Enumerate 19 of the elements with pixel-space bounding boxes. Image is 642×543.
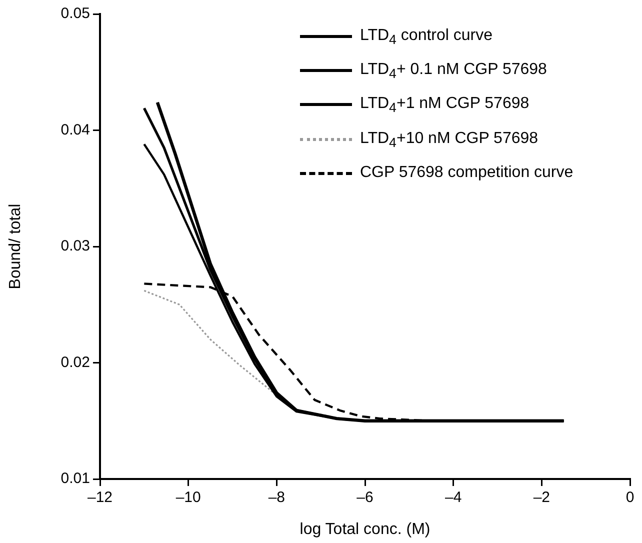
x-tick-label: –6 (356, 489, 374, 506)
x-axis-title: log Total conc. (M) (300, 520, 430, 538)
legend-label: LTD$_{4}$+ 0.1 nM CGP 57698 (360, 60, 548, 84)
x-tick-label: –4 (444, 489, 462, 506)
legend-label: LTD$_{4}$ control curve (360, 26, 494, 50)
legend-label: LTD$_{4}$+1 nM CGP 57698 (360, 94, 530, 118)
x-tick-label: –8 (268, 489, 286, 506)
y-tick-label: 0.02 (60, 354, 90, 371)
x-tick-label: –2 (533, 489, 550, 506)
legend-label: LTD$_{4}$+10 nM CGP 57698 (360, 128, 540, 152)
legend-label: CGP 57698 competition curve (360, 162, 574, 182)
y-axis-title: Bound/ total (7, 204, 24, 290)
y-tick-label: 0.05 (60, 5, 90, 22)
y-tick-label: 0.04 (60, 121, 90, 138)
x-tick-label: –10 (176, 489, 201, 506)
y-tick-label: 0.03 (60, 238, 90, 255)
x-tick-label: –12 (87, 489, 113, 506)
x-tick-label: 0 (626, 489, 634, 506)
y-tick-label: 0.01 (60, 470, 90, 488)
